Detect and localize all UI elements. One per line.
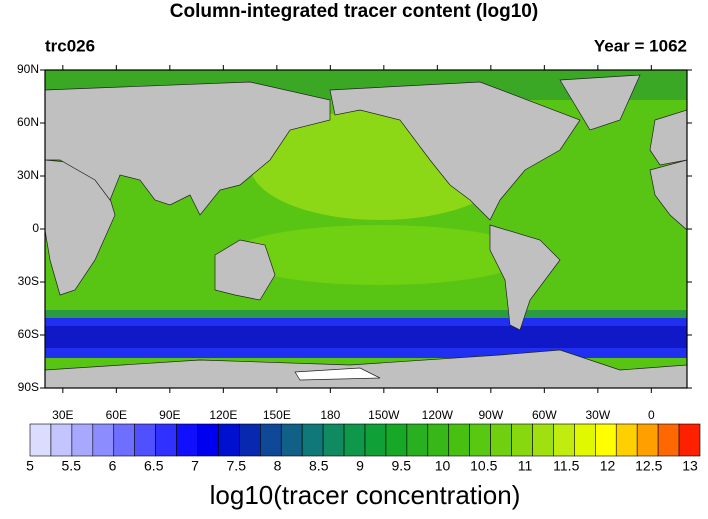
colorbar-label: 12.5 <box>635 458 662 474</box>
lon-label: 30W <box>585 408 610 422</box>
colorbar-box <box>364 423 387 457</box>
australia <box>214 239 276 301</box>
left-label: trc026 <box>45 36 95 55</box>
lat-label: 60N <box>17 115 39 129</box>
colorbar-label: 7.5 <box>227 458 247 474</box>
front <box>45 310 687 320</box>
colorbar-label: 6 <box>109 458 117 474</box>
lon-label: 0 <box>648 408 655 422</box>
colorbar-box <box>343 423 366 457</box>
colorbar-title: log10(tracer concentration) <box>210 480 521 510</box>
colorbar-box <box>301 423 324 457</box>
axes: 90N 60N 30N 0 30S 60S 90S 30E 60E 90E 120E 150E 180 1… <box>17 62 701 474</box>
lon-label: 90E <box>159 408 180 422</box>
lon-label: 120E <box>209 408 237 422</box>
colorbar-label: 5.5 <box>62 458 82 474</box>
colorbar-box <box>657 423 680 457</box>
antarctica <box>45 349 687 388</box>
lon-label: 30E <box>52 408 73 422</box>
lon-label: 150E <box>263 408 291 422</box>
colorbar-box <box>113 423 135 457</box>
colorbar-box <box>427 423 450 457</box>
colorbar-box <box>553 423 575 457</box>
west-africa <box>649 159 687 231</box>
colorbar-box <box>134 423 156 457</box>
greenland <box>559 74 641 131</box>
lon-label: 60W <box>532 408 557 422</box>
colorbar-box <box>29 423 52 457</box>
colorbar-box <box>322 423 345 457</box>
colorbar-box <box>615 423 638 457</box>
colorbar-label: 9.5 <box>392 458 412 474</box>
colorbar-box <box>385 423 408 457</box>
eurasia <box>45 81 331 216</box>
colorbar-box <box>155 423 177 457</box>
colorbar-label: 8 <box>274 458 282 474</box>
north-america <box>329 81 581 221</box>
colorbar-box <box>239 423 261 457</box>
colorbar-box <box>176 423 198 457</box>
colorbar-label: 10.5 <box>470 458 497 474</box>
colorbar-label: 6.5 <box>144 458 164 474</box>
colorbar-box <box>636 423 659 457</box>
colorbar-box <box>511 423 533 457</box>
europe <box>649 109 687 166</box>
lat-label: 90N <box>17 62 39 76</box>
colorbar-box <box>574 423 596 457</box>
colorbar-label: 5 <box>26 458 34 474</box>
colorbar-label: 11 <box>518 458 533 474</box>
colorbar-label: 7 <box>191 458 199 474</box>
colorbar-box <box>260 423 282 457</box>
colorbar-box <box>92 423 115 457</box>
right-label: Year = 1062 <box>594 36 687 55</box>
colorbar-box <box>469 423 491 457</box>
lat-label: 30N <box>17 168 39 182</box>
lon-label: 180 <box>320 408 340 422</box>
lon-label: 120W <box>422 408 454 422</box>
colorbar-label: 10 <box>435 458 451 474</box>
lon-label: 150W <box>368 408 400 422</box>
colorbar-box <box>197 423 219 457</box>
lat-label: 60S <box>18 327 39 341</box>
colorbar-box <box>406 423 429 457</box>
colorbar-label: 8.5 <box>309 458 329 474</box>
south-pacific <box>230 225 530 285</box>
lat-label: 0 <box>32 221 39 235</box>
lat-label: 90S <box>18 380 39 394</box>
colorbar-box <box>50 423 73 457</box>
southern-ocean-core <box>45 326 687 348</box>
ice-shelf <box>294 367 381 381</box>
colorbar-box <box>218 423 240 457</box>
colorbar-box <box>448 423 470 457</box>
lat-label: 30S <box>18 274 39 288</box>
south-america <box>489 224 561 331</box>
colorbar-label: 9 <box>356 458 364 474</box>
colorbar-box <box>678 423 701 457</box>
colorbar-box <box>490 423 512 457</box>
colorbar-box <box>532 423 554 457</box>
map <box>45 70 687 388</box>
colorbar-label: 11.5 <box>553 458 579 474</box>
colorbar-box <box>595 423 617 457</box>
lon-label: 60E <box>106 408 127 422</box>
colorbar-box <box>71 423 94 457</box>
lon-label: 90W <box>478 408 503 422</box>
title: Column-integrated tracer content (log10) <box>170 1 538 22</box>
colorbar-label: 13 <box>682 458 698 474</box>
colorbar-box <box>280 423 303 457</box>
colorbar-label: 12 <box>600 458 616 474</box>
